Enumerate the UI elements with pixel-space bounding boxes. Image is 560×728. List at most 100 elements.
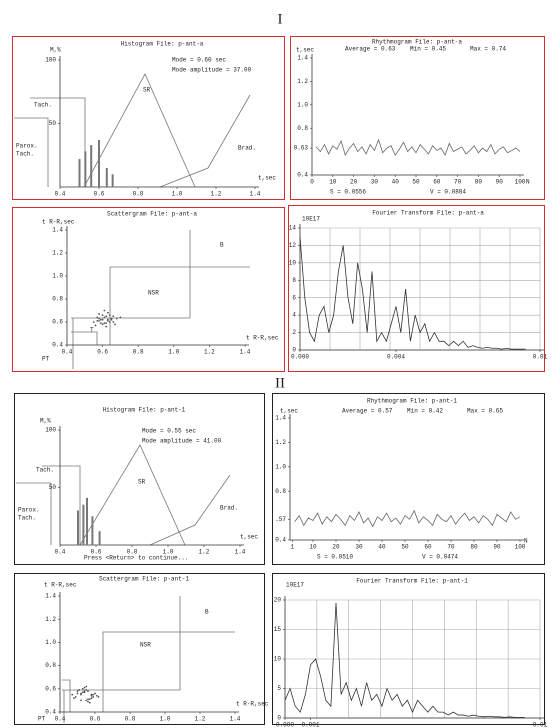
scatter-point: [119, 316, 122, 319]
annotation: NSR: [140, 642, 151, 649]
annotation: S = 0.0556: [330, 189, 366, 196]
annotation: t,sec: [280, 408, 298, 415]
x-tick-label: 1.2: [211, 191, 222, 198]
chart-title: Histogram File: p-ant-a: [121, 41, 204, 48]
y-tick-label: 0.8: [45, 662, 56, 669]
annotation: SR: [138, 479, 146, 486]
y-tick-label: 10: [274, 656, 282, 663]
zone-boundary: [102, 631, 235, 712]
panel: Rhythmogram File: p-ant-1 0.4 .57 0.8 1.0 1.2…: [272, 393, 545, 565]
bar: [78, 159, 81, 187]
scatter-point: [76, 690, 79, 693]
section-label: I: [278, 11, 283, 27]
zone-boundary: [83, 73, 196, 188]
x-tick-label: 1.4: [235, 549, 246, 556]
x-tick-label: 80: [470, 544, 478, 551]
scatter-point: [90, 693, 93, 696]
scatter-point: [107, 318, 109, 321]
scatter-point: [103, 316, 106, 319]
scatter-point: [87, 698, 89, 701]
x-tick-label: 50: [412, 179, 420, 186]
y-tick-label: 50: [49, 484, 57, 491]
scatter-point: [112, 321, 115, 323]
scatter-point: [98, 317, 100, 320]
annotation: t R-R,sec: [44, 582, 77, 589]
scatter-point: [115, 317, 118, 320]
zone-boundary: [14, 117, 49, 187]
x-tick-label: 20: [332, 544, 340, 551]
annotation: Mode = 0.60 sec: [172, 57, 226, 64]
x-tick-label: 0.6: [90, 716, 101, 723]
zone-boundary: [149, 474, 231, 546]
y-tick-label: 1.4: [275, 415, 286, 422]
x-tick-label: 70: [454, 179, 462, 186]
scatter-point: [101, 318, 104, 321]
scatter-point: [101, 314, 104, 316]
x-tick-label: 70: [447, 544, 455, 551]
y-tick-label: 1.0: [297, 101, 308, 108]
panel: Scattergram File: p-ant-a 0.4 0.6 0.8 1.0 1.2…: [12, 207, 285, 372]
panel: Histogram File: p-ant-a 50 100 0.4 0.6 0.8 1.0…: [12, 36, 285, 200]
y-tick-label: 1.2: [52, 250, 63, 257]
x-tick-label: 1.2: [195, 716, 206, 723]
scatter-point: [108, 321, 111, 323]
x-tick-label: 0.001: [301, 722, 319, 728]
annotation: 10E17: [286, 582, 304, 589]
chart-title: Scattergram File: p-ant-1: [99, 576, 189, 583]
zone-boundary: [42, 465, 81, 545]
y-tick-label: 1.0: [275, 463, 286, 470]
bar: [86, 497, 88, 545]
panel: Fourier Transform File: p-ant-a 0 2 4 6 8 10 12…: [288, 205, 548, 372]
scatter-point: [71, 693, 74, 696]
y-tick-label: 12: [289, 242, 297, 249]
x-tick-label: 0: [310, 179, 314, 186]
series-line: [315, 138, 521, 157]
scatter-point: [73, 697, 75, 699]
panel-frame: [12, 36, 285, 200]
x-tick-label: 1.0: [172, 191, 183, 198]
chart-title: Fourier Transform File: p-ant-a: [372, 210, 484, 217]
y-tick-label: 1.0: [45, 639, 56, 646]
panel-frame: [14, 393, 265, 565]
x-tick-label: 0.8: [127, 549, 138, 556]
bar: [98, 140, 100, 187]
annotation: SR: [143, 87, 151, 94]
scatter-point: [74, 696, 77, 698]
annotation: Average = 0.63: [345, 46, 396, 53]
series-line: [294, 509, 521, 528]
annotation: Tach.: [34, 102, 52, 109]
x-tick-label: 1.4: [240, 349, 251, 356]
panel: Histogram File: p-ant-1 50 100 0.4 0.6 0.8 1.0…: [14, 393, 265, 565]
zone-boundary: [109, 266, 250, 345]
y-tick-label: 0.8: [297, 125, 308, 132]
y-tick-label: 8: [292, 277, 296, 284]
annotation: PT: [42, 356, 50, 363]
y-tick-label: 4: [292, 312, 296, 319]
scatter-point: [92, 321, 95, 323]
annotation: Tach.: [18, 515, 36, 522]
y-tick-label: 0.4: [297, 172, 308, 179]
scatter-point: [85, 699, 88, 702]
x-tick-label: 0.4: [55, 716, 66, 723]
y-tick-label: .57: [275, 516, 286, 523]
scatter-point: [90, 697, 93, 699]
panel-frame: [14, 573, 265, 725]
x-tick-label: 30: [371, 179, 379, 186]
scatter-point: [98, 313, 100, 315]
scatter-point: [94, 692, 96, 695]
scatter-point: [80, 692, 82, 695]
scatter-point: [96, 319, 99, 322]
scatter-point: [105, 325, 108, 328]
annotation: Brad.: [238, 145, 256, 152]
y-tick-label: 1.2: [275, 439, 286, 446]
y-tick-label: 20: [274, 597, 282, 604]
x-tick-label: 20: [350, 179, 358, 186]
scatter-point: [92, 693, 95, 696]
annotation: T: [90, 327, 94, 334]
annotation: B: [205, 609, 209, 616]
annotation: Mode = 0.55 sec: [142, 428, 196, 435]
x-tick-label: 0.4: [62, 349, 73, 356]
zone-boundary: [159, 94, 251, 188]
bar: [90, 145, 93, 187]
annotation: Brad.: [220, 505, 238, 512]
